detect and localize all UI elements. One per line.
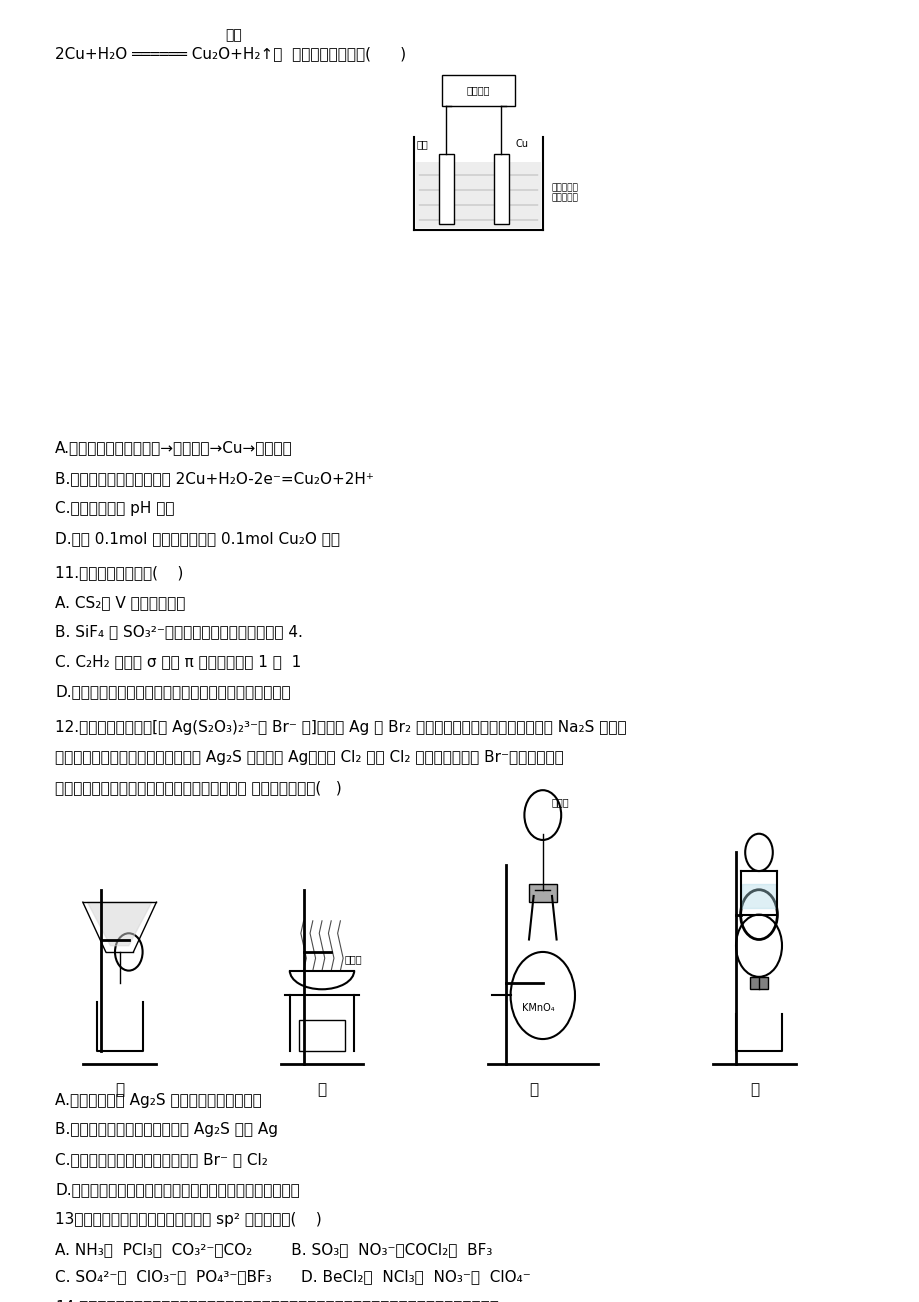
- Text: 丁: 丁: [749, 1082, 758, 1098]
- Text: 蒸发皿: 蒸发皿: [345, 954, 362, 965]
- Text: 11.下列描述正确的是(    ): 11.下列描述正确的是( ): [55, 565, 184, 579]
- Text: 甲: 甲: [115, 1082, 124, 1098]
- Bar: [299, 1021, 345, 1052]
- Bar: [528, 884, 556, 902]
- Polygon shape: [742, 884, 775, 909]
- Text: 14.热激活电池可用作火箭、导弹的工作电池。一种热激活电池的基本结构如图所示，其中作为电解质的无水: 14.热激活电池可用作火箭、导弹的工作电池。一种热激活电池的基本结构如图所示，其…: [55, 1299, 498, 1302]
- Text: D.当有 0.1mol 电子转移时，有 0.1mol Cu₂O 生成: D.当有 0.1mol 电子转移时，有 0.1mol Cu₂O 生成: [55, 531, 340, 547]
- Polygon shape: [87, 902, 152, 945]
- Text: 浓盐酸: 浓盐酸: [551, 798, 569, 807]
- Text: C.用装置丙制备用于氧化过滤液中 Br⁻ 的 Cl₂: C.用装置丙制备用于氧化过滤液中 Br⁻ 的 Cl₂: [55, 1152, 267, 1168]
- Bar: [441, 74, 515, 105]
- Text: 石墨: 石墨: [415, 139, 427, 150]
- Text: 丙: 丙: [528, 1082, 538, 1098]
- Text: D.水加热到很高温度都很难分解是因为水分子间存在氢键: D.水加热到很高温度都很难分解是因为水分子间存在氢键: [55, 685, 290, 699]
- Text: 分液。其中部分实验操作的装置如下图所示：下 列叙述正确的是(   ): 分液。其中部分实验操作的装置如下图所示：下 列叙述正确的是( ): [55, 780, 342, 796]
- Text: A. NH₃，  PCl₃，  CO₃²⁻，CO₂        B. SO₃，  NO₃⁻，COCl₂，  BF₃: A. NH₃， PCl₃， CO₃²⁻，CO₂ B. SO₃， NO₃⁻，COC…: [55, 1242, 492, 1256]
- Bar: [749, 976, 767, 990]
- Text: C. C₂H₂ 分子中 σ 键与 π 键的数目比为 1 ：  1: C. C₂H₂ 分子中 σ 键与 π 键的数目比为 1 ： 1: [55, 655, 301, 669]
- Text: 2Cu+H₂O ══════ Cu₂O+H₂↑。  下列说法正确的是(      ): 2Cu+H₂O ══════ Cu₂O+H₂↑。 下列说法正确的是( ): [55, 46, 406, 61]
- Bar: [415, 163, 540, 228]
- Text: 浓的强碱性
电解质溶液: 浓的强碱性 电解质溶液: [551, 184, 578, 203]
- Text: 淀银离子，过滤、洗涤、干燥，灼烧 Ag₂S 制取金属 Ag；制取 Cl₂ 并将 Cl₂ 通入滤液中氧化 Br⁻，再用苯萃取: 淀银离子，过滤、洗涤、干燥，灼烧 Ag₂S 制取金属 Ag；制取 Cl₂ 并将 …: [55, 750, 563, 766]
- Text: D.用装置丁分液时，先放出水层再换个烧杯继续放出有机层: D.用装置丁分液时，先放出水层再换个烧杯继续放出有机层: [55, 1182, 300, 1197]
- Text: A. CS₂为 V 形的极性分子: A. CS₂为 V 形的极性分子: [55, 595, 186, 609]
- Text: B.铜电极上的电极方程式为 2Cu+H₂O-2e⁻=Cu₂O+2H⁺: B.铜电极上的电极方程式为 2Cu+H₂O-2e⁻=Cu₂O+2H⁺: [55, 471, 374, 487]
- Text: 13．下列各组微粒，中心原子均采用 sp² 杂化方式的(    ): 13．下列各组微粒，中心原子均采用 sp² 杂化方式的( ): [55, 1212, 322, 1226]
- Text: A.用装置甲分离 Ag₂S 时，用玻璃棒不断搅拌: A.用装置甲分离 Ag₂S 时，用玻璃棒不断搅拌: [55, 1092, 262, 1108]
- Bar: [438, 154, 453, 224]
- Text: Cu: Cu: [515, 139, 528, 150]
- Text: C.电解后溶液的 pH 变大: C.电解后溶液的 pH 变大: [55, 501, 175, 517]
- Text: KMnO₄: KMnO₄: [521, 1003, 554, 1013]
- Text: 12.实验室从废定影液[含 Ag(S₂O₃)₂³⁻和 Br⁻ 等]中回收 Ag 和 Br₂ 的主要步骤为：向废定影液中加入 Na₂S 溶液沉: 12.实验室从废定影液[含 Ag(S₂O₃)₂³⁻和 Br⁻ 等]中回收 Ag …: [55, 720, 626, 736]
- Text: A.电子的流向：电源负极→石墨电极→Cu→电源正极: A.电子的流向：电源负极→石墨电极→Cu→电源正极: [55, 440, 292, 456]
- Text: B. SiF₄ 与 SO₃²⁻的中心原子价层电子对数均为 4.: B. SiF₄ 与 SO₃²⁻的中心原子价层电子对数均为 4.: [55, 625, 302, 639]
- Text: 直流电源: 直流电源: [466, 85, 490, 95]
- Text: 电解: 电解: [225, 29, 242, 42]
- Text: 乙: 乙: [317, 1082, 326, 1098]
- Text: C. SO₄²⁻，  ClO₃⁻，  PO₄³⁻，BF₃      D. BeCl₂，  NCl₃，  NO₃⁻，  ClO₄⁻: C. SO₄²⁻， ClO₃⁻， PO₄³⁻，BF₃ D. BeCl₂， NCl…: [55, 1269, 530, 1284]
- Bar: [494, 154, 508, 224]
- Text: B.用装置乙在通风橱中高温灼烧 Ag₂S 制取 Ag: B.用装置乙在通风橱中高温灼烧 Ag₂S 制取 Ag: [55, 1122, 278, 1138]
